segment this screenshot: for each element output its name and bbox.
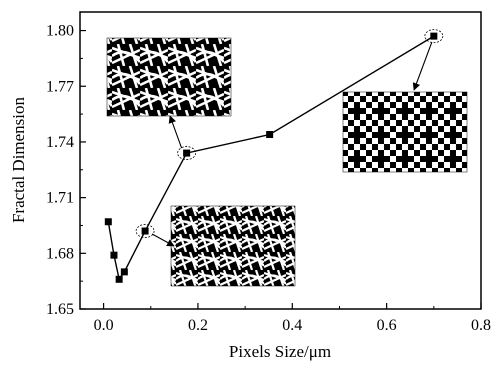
y-tick-label: 1.74 — [46, 134, 74, 151]
x-tick-label: 0.2 — [188, 317, 208, 334]
series-layer — [104, 32, 438, 283]
x-tick-label: 0.0 — [94, 317, 114, 334]
inset-image-fine-fibers — [170, 205, 296, 287]
data-point — [110, 251, 118, 259]
x-tick-label: 0.8 — [471, 317, 491, 334]
y-axis-label: Fractal Dimension — [9, 96, 28, 223]
y-tick-label: 1.65 — [46, 301, 74, 318]
highlight-ellipse — [424, 29, 444, 44]
y-tick-label: 1.68 — [46, 245, 74, 262]
data-point — [120, 268, 128, 276]
series-line — [107, 35, 435, 282]
y-tick-label: 1.80 — [46, 23, 74, 40]
annotation-arrow — [412, 41, 433, 91]
data-point — [266, 131, 274, 139]
inset-image-coarse-pixels — [342, 91, 468, 173]
inset-image-medium-fibers — [106, 37, 232, 117]
x-axis-label: Pixels Size/μm — [229, 342, 331, 361]
data-point — [430, 32, 438, 40]
data-point — [141, 227, 149, 235]
annotation-arrow — [151, 233, 175, 247]
x-tick-label: 0.6 — [377, 317, 397, 334]
plot-frame — [79, 11, 482, 310]
data-point — [183, 149, 191, 157]
annotation-arrow — [168, 115, 183, 149]
y-tick-label: 1.77 — [46, 78, 74, 95]
annotation-layer — [135, 29, 444, 247]
x-tick-label: 0.4 — [282, 317, 302, 334]
highlight-ellipse — [177, 146, 197, 160]
highlight-ellipse — [135, 224, 155, 238]
ticks-layer: 0.0 0.2 0.4 0.6 0.8 1.65 1.68 1.71 1.74 1.77 1.80 — [46, 23, 491, 334]
data-point — [104, 218, 112, 226]
y-tick-label: 1.71 — [46, 190, 74, 207]
data-point — [115, 275, 123, 283]
insets — [106, 37, 468, 287]
